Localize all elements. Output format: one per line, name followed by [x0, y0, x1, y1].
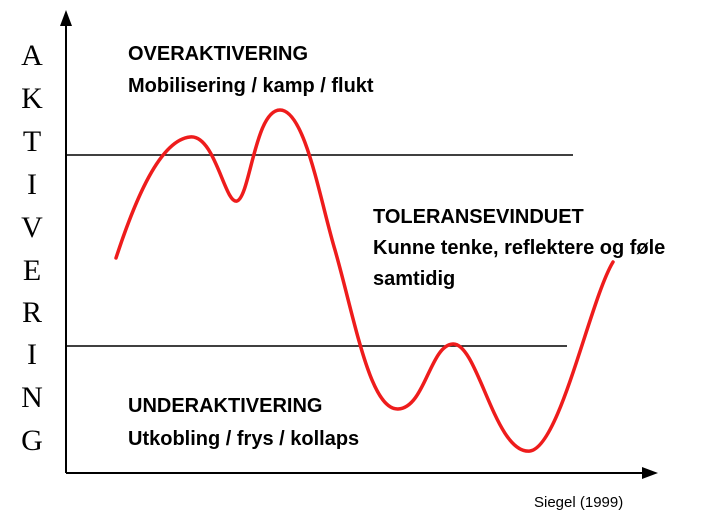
- underactivation-title: UNDERAKTIVERING: [128, 395, 323, 417]
- y-axis-letter: K: [21, 82, 43, 115]
- overactivation-subtitle: Mobilisering / kamp / flukt: [128, 75, 374, 97]
- activation-curve: [114, 108, 615, 453]
- y-axis-letter: R: [21, 296, 42, 329]
- y-axis-letter: N: [21, 381, 43, 414]
- y-axis-letter: T: [22, 125, 42, 158]
- x-axis-arrowhead: [642, 467, 658, 479]
- y-axis-letter: E: [22, 254, 42, 287]
- tolerance-window-title: TOLERANSEVINDUET: [373, 206, 584, 228]
- y-axis-letter: G: [21, 424, 43, 457]
- y-axis-letter: I: [27, 338, 37, 371]
- y-axis-arrowhead: [60, 10, 72, 26]
- source-citation: Siegel (1999): [534, 494, 624, 511]
- underactivation-subtitle: Utkobling / frys / kollaps: [128, 428, 360, 450]
- y-axis-letter: I: [27, 168, 37, 201]
- overactivation-title: OVERAKTIVERING: [128, 43, 309, 65]
- y-axis-letter: V: [21, 211, 43, 244]
- y-axis-letter: A: [21, 39, 43, 72]
- tolerance-window-line2: samtidig: [373, 268, 456, 290]
- tolerance-window-line1: Kunne tenke, reflektere og føle: [373, 237, 666, 259]
